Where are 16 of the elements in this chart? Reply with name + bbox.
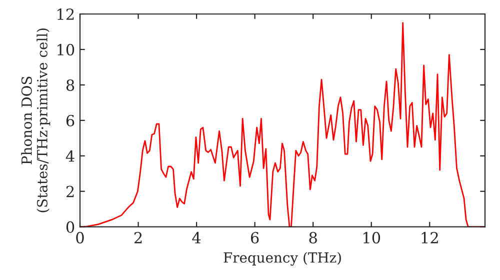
x-tick-label: 0 xyxy=(76,232,84,244)
y-tick-label: 12 xyxy=(58,8,74,20)
x-axis-title: Frequency (THz) xyxy=(224,252,341,266)
y-tick-label: 6 xyxy=(66,114,74,126)
x-tick-label: 2 xyxy=(134,232,142,244)
y-tick-label: 2 xyxy=(66,186,74,198)
y-axis-title: Phonon DOS (States/THz·primitive cell) xyxy=(21,28,50,212)
x-tick-label: 12 xyxy=(422,232,438,244)
x-tick-label: 10 xyxy=(364,232,380,244)
y-tick-label: 8 xyxy=(66,79,74,91)
x-tick-label: 6 xyxy=(250,232,259,244)
x-tick-label: 8 xyxy=(309,232,317,244)
y-tick-label: 10 xyxy=(58,44,74,56)
y-tick-label: 0 xyxy=(66,221,74,233)
x-tick-label: 4 xyxy=(192,232,201,244)
y-tick-label: 4 xyxy=(66,150,74,162)
